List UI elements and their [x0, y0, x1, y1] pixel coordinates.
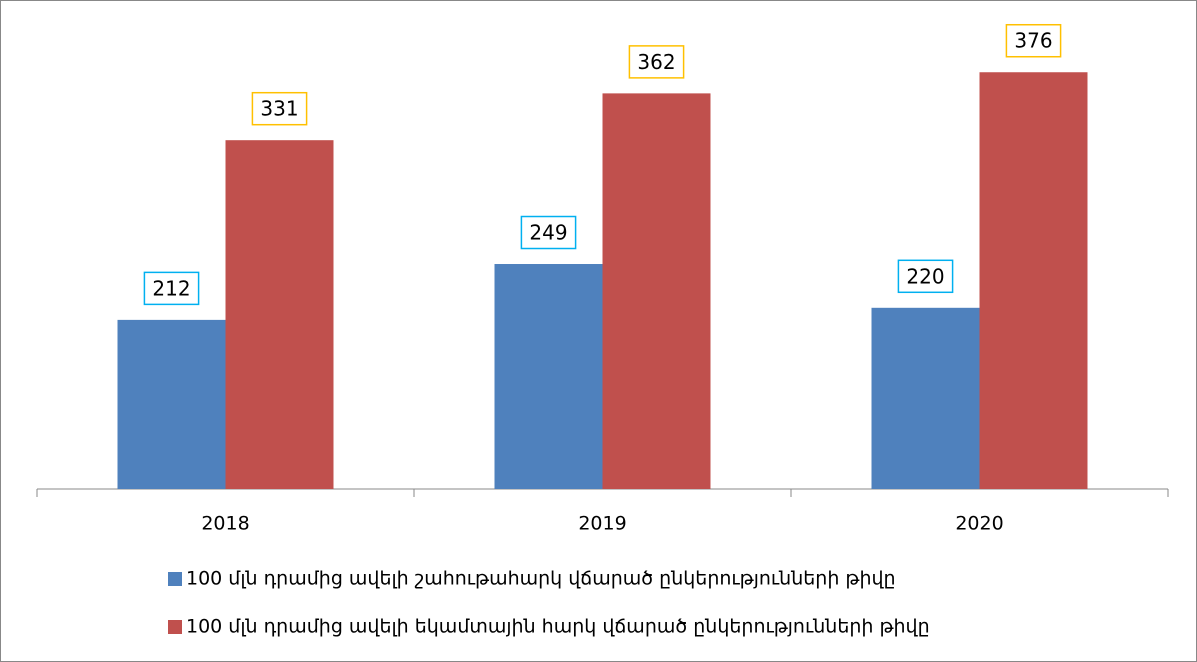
bar — [494, 264, 603, 489]
data-label: 362 — [637, 50, 675, 74]
data-label: 220 — [906, 264, 944, 288]
data-label-box — [628, 45, 685, 79]
bar — [979, 72, 1088, 490]
data-label-box — [520, 215, 577, 250]
legend-label: 100 մլն դրամից ավելի շահութահարկ վճարած … — [186, 568, 896, 590]
data-label: 376 — [1014, 29, 1052, 53]
bar — [871, 307, 980, 489]
data-label-box — [143, 271, 200, 306]
x-tick-label: 2019 — [578, 513, 626, 535]
bar — [117, 319, 226, 489]
legend-swatch — [168, 572, 182, 586]
x-tick-label: 2018 — [201, 513, 249, 535]
data-label-box — [897, 259, 954, 294]
data-label: 331 — [260, 97, 298, 121]
data-label: 249 — [529, 221, 567, 245]
x-tick-label: 2020 — [955, 513, 1003, 535]
data-label: 212 — [152, 276, 190, 300]
data-label-box — [251, 91, 308, 126]
bar — [602, 93, 711, 489]
data-label-box — [1005, 23, 1062, 58]
legend-swatch — [168, 620, 182, 634]
bar — [225, 140, 334, 489]
legend-label: 100 մլն դրամից ավելի եկամտային հարկ վճար… — [186, 616, 930, 638]
